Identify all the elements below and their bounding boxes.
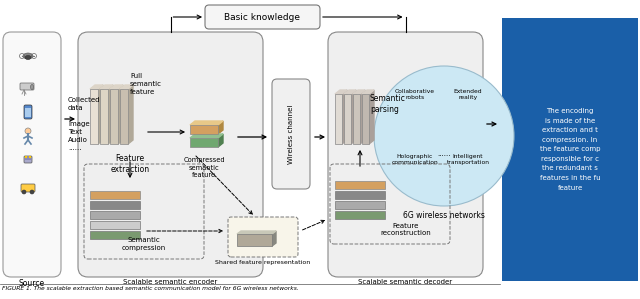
Polygon shape (362, 90, 374, 94)
Circle shape (29, 156, 31, 158)
Bar (502, 18, 638, 281)
Text: Holographic
communication: Holographic communication (392, 154, 438, 165)
Polygon shape (218, 134, 223, 147)
Text: FIGURE 1. The scalable extraction based semantic communication model for 6G wire: FIGURE 1. The scalable extraction based … (2, 286, 299, 291)
Text: Collected
data: Collected data (68, 97, 100, 111)
Bar (353, 94, 360, 144)
Text: Source: Source (19, 279, 45, 288)
Text: Semantic
parsing: Semantic parsing (370, 94, 406, 114)
Bar (237, 234, 272, 246)
Bar (90, 231, 140, 239)
Bar (335, 211, 385, 219)
FancyBboxPatch shape (3, 32, 61, 277)
Bar (335, 181, 385, 189)
Text: 6G wireless networks: 6G wireless networks (403, 211, 485, 220)
Bar (120, 89, 128, 144)
Text: Wireless channel: Wireless channel (288, 104, 294, 164)
Circle shape (25, 128, 31, 134)
FancyBboxPatch shape (272, 79, 310, 189)
Polygon shape (335, 90, 347, 94)
Circle shape (374, 66, 514, 206)
Bar (110, 89, 118, 144)
Bar (344, 94, 351, 144)
Polygon shape (190, 121, 223, 125)
Bar (335, 94, 342, 144)
Polygon shape (128, 85, 133, 144)
Text: Image
Text
Audio
......: Image Text Audio ...... (68, 121, 90, 151)
Text: Extended
reality: Extended reality (454, 89, 483, 100)
FancyBboxPatch shape (21, 184, 35, 192)
Polygon shape (237, 231, 276, 234)
Text: Intelligent
transportation: Intelligent transportation (447, 154, 490, 165)
Text: Shared feature representation: Shared feature representation (216, 260, 310, 265)
Bar (90, 221, 140, 229)
Polygon shape (342, 90, 347, 144)
Bar (190, 138, 218, 147)
Polygon shape (190, 134, 223, 138)
Bar (362, 94, 369, 144)
Ellipse shape (23, 53, 33, 59)
Circle shape (30, 190, 34, 194)
Text: Collaborative
robots: Collaborative robots (395, 89, 435, 100)
FancyBboxPatch shape (24, 156, 32, 163)
Bar (90, 211, 140, 219)
Circle shape (22, 190, 26, 194)
Bar (90, 201, 140, 209)
Polygon shape (90, 85, 103, 89)
Bar (100, 89, 108, 144)
Polygon shape (272, 231, 276, 246)
Polygon shape (353, 90, 365, 94)
Polygon shape (369, 90, 374, 144)
Bar (190, 125, 218, 134)
Text: ......: ...... (437, 151, 451, 157)
FancyBboxPatch shape (228, 217, 298, 257)
Text: Feature
extraction: Feature extraction (111, 154, 150, 174)
Text: Feature
reconstruction: Feature reconstruction (380, 222, 431, 236)
Polygon shape (351, 90, 356, 144)
Polygon shape (218, 121, 223, 134)
Text: Full
semantic
feature: Full semantic feature (130, 74, 162, 94)
Polygon shape (360, 90, 365, 144)
Text: Basic knowledge: Basic knowledge (225, 13, 301, 22)
Polygon shape (100, 85, 113, 89)
Bar (90, 191, 140, 199)
Bar (335, 191, 385, 199)
Bar (335, 201, 385, 209)
FancyBboxPatch shape (24, 105, 32, 119)
Circle shape (25, 156, 28, 158)
Text: Scalable semantic decoder: Scalable semantic decoder (358, 279, 452, 285)
Bar (90, 89, 98, 144)
Polygon shape (108, 85, 113, 144)
Text: The encoding
is made of the
extraction and t
compression. In
the feature comp
re: The encoding is made of the extraction a… (540, 109, 600, 190)
Polygon shape (110, 85, 123, 89)
FancyBboxPatch shape (205, 5, 320, 29)
Text: Semantic
compression: Semantic compression (122, 237, 166, 251)
Bar (25, 157, 31, 160)
Text: Scalable semantic encoder: Scalable semantic encoder (124, 279, 218, 285)
FancyBboxPatch shape (20, 83, 34, 90)
Polygon shape (118, 85, 123, 144)
Text: Compressed
semantic
feature: Compressed semantic feature (183, 157, 225, 178)
Polygon shape (344, 90, 356, 94)
Bar (25, 108, 31, 117)
FancyBboxPatch shape (328, 32, 483, 277)
Ellipse shape (25, 56, 31, 60)
Ellipse shape (31, 85, 33, 89)
FancyBboxPatch shape (78, 32, 263, 277)
Polygon shape (120, 85, 133, 89)
Polygon shape (98, 85, 103, 144)
